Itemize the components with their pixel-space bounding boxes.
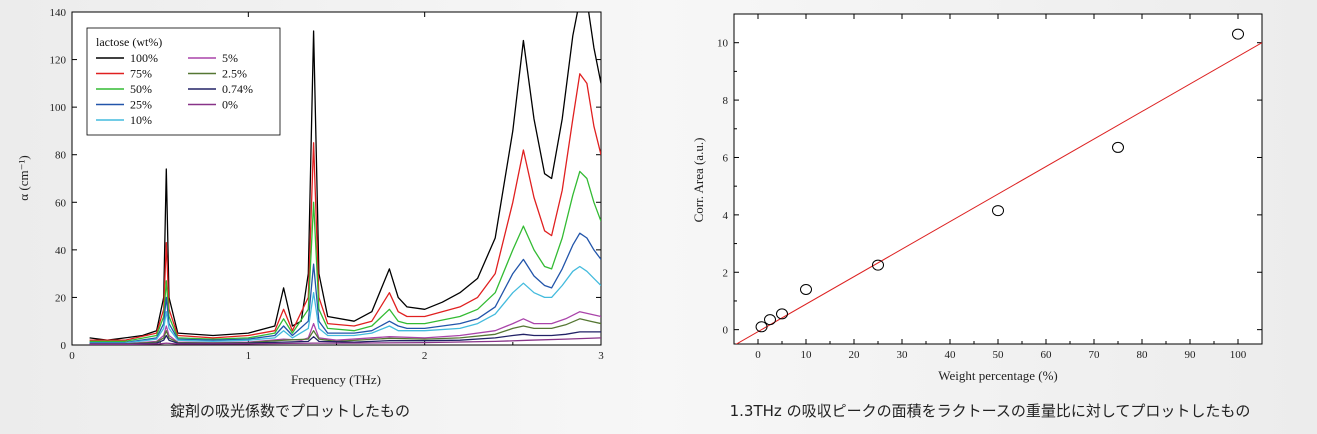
data-point xyxy=(755,321,768,333)
legend-box xyxy=(86,27,281,136)
left-y-axis-label: α (cm⁻¹) xyxy=(16,155,31,200)
right-x-tick-label: 50 xyxy=(993,349,1005,361)
left-y-tick-label: 0 xyxy=(61,340,67,352)
data-point xyxy=(764,314,776,326)
left-y-tick-label: 40 xyxy=(55,245,67,257)
right-x-tick-label: 20 xyxy=(849,349,861,361)
right-x-tick-label: 40 xyxy=(945,349,957,361)
legend-label: 10% xyxy=(130,113,152,127)
left-y-tick-label: 100 xyxy=(50,102,67,114)
legend-label: 0.74% xyxy=(222,82,253,96)
legend: lactose (wt%) 100% 75%50% 25%10% 5% 2.5%0.74… xyxy=(86,27,281,136)
legend-label: 5% xyxy=(222,51,238,65)
series-line-50_ xyxy=(89,170,601,343)
legend-label: 50% xyxy=(130,82,152,96)
right-x-tick-label: 60 xyxy=(1041,349,1053,361)
left-x-tick-label: 3 xyxy=(598,350,604,362)
right-y-tick-label: 8 xyxy=(723,95,729,107)
left-x-tick-label: 1 xyxy=(246,350,252,362)
left-y-tick-label: 20 xyxy=(55,292,67,304)
right-y-tick-label: 4 xyxy=(723,210,729,222)
left-caption: 錠剤の吸光係数でプロットしたもの xyxy=(170,402,410,420)
left-x-axis-label: Frequency (THz) xyxy=(291,372,381,387)
series-line-0_ xyxy=(89,337,601,345)
data-point xyxy=(800,283,812,295)
legend-label: 25% xyxy=(130,98,152,112)
series-line-75_ xyxy=(89,73,601,341)
data-point xyxy=(872,259,884,271)
right-x-tick-label: 80 xyxy=(1137,349,1149,361)
right-x-axis-label: Weight percentage (%) xyxy=(938,368,1058,383)
right-x-tick-label: 100 xyxy=(1230,349,1247,361)
right-x-tick-label: 10 xyxy=(801,349,813,361)
linear-fit-line xyxy=(735,42,1262,344)
legend-label: 75% xyxy=(130,67,152,81)
right-x-tick-label: 0 xyxy=(755,349,761,361)
right-plot-frame xyxy=(733,13,1263,345)
data-point xyxy=(1232,28,1244,40)
series-line-25_ xyxy=(89,232,601,344)
legend-label: 0% xyxy=(222,98,238,112)
left-x-tick-label: 2 xyxy=(422,350,428,362)
left-x-tick-label: 0 xyxy=(69,350,75,362)
data-point xyxy=(776,308,788,320)
area-vs-weight-chart: 0 10 20 30 40 50 60 70 80 90 100 0 2 4 6 8 10 Weight per… xyxy=(691,13,1263,383)
left-y-tick-label: 120 xyxy=(50,55,67,67)
right-y-axis-label: Corr. Area (a.u.) xyxy=(691,138,706,223)
right-y-tick-label: 6 xyxy=(723,152,729,164)
left-y-tick-label: 60 xyxy=(55,197,67,209)
right-y-tick-label: 10 xyxy=(717,38,729,50)
right-y-tick-label: 0 xyxy=(723,325,729,337)
legend-title: lactose (wt%) xyxy=(96,35,162,49)
legend-label: 2.5% xyxy=(222,67,247,81)
series-line-2_5_ xyxy=(89,318,601,345)
right-y-tick-label: 2 xyxy=(723,267,729,279)
data-point xyxy=(992,205,1004,217)
left-y-tick-label: 80 xyxy=(55,150,67,162)
right-x-tick-label: 70 xyxy=(1089,349,1101,361)
right-caption: 1.3THz の吸収ピークの面積をラクトースの重量比に対してプロットしたもの xyxy=(730,402,1251,420)
legend-label: 100% xyxy=(130,51,158,65)
absorption-chart: 0 1 2 3 0 20 40 60 80 100 120 140 lactose (wt%) 100… xyxy=(16,7,604,387)
right-x-tick-label: 30 xyxy=(897,349,909,361)
right-x-tick-label: 90 xyxy=(1185,349,1197,361)
series-line-0_74_ xyxy=(89,331,601,345)
left-y-tick-label: 140 xyxy=(50,7,67,19)
series-line-100_ xyxy=(89,12,601,341)
data-point xyxy=(1112,141,1124,153)
series-line-10_ xyxy=(89,265,601,344)
